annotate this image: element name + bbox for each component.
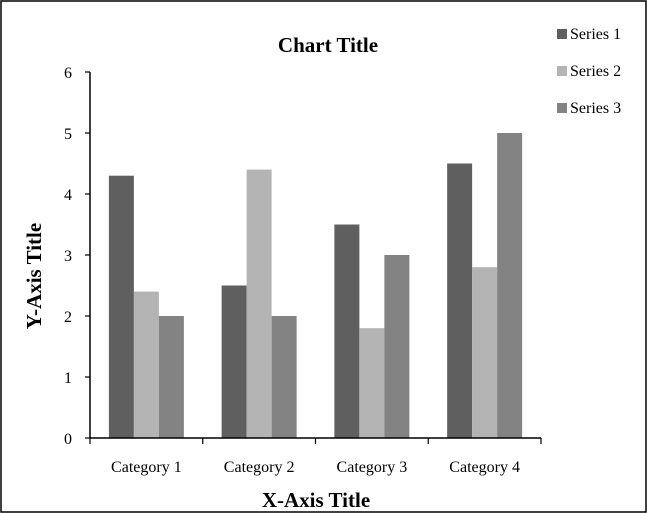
legend-swatch-series-2: [557, 66, 567, 76]
y-tick-label-1: 1: [64, 370, 72, 387]
bar-series-2-category-2: [246, 169, 272, 438]
bar-series-3-category-1: [158, 316, 184, 438]
bar-series-3-category-4: [497, 133, 523, 438]
bar-series-1-category-3: [334, 224, 360, 438]
x-tick-labels: Category 1 Category 2 Category 3 Category 4: [111, 459, 520, 476]
y-tick-labels: 0 1 2 3 4 5 6: [64, 65, 72, 448]
legend-label-series-2: Series 2: [570, 63, 621, 80]
bar-series-2-category-1: [133, 291, 159, 438]
chart-title: Chart Title: [278, 33, 378, 57]
legend-swatch-series-3: [557, 103, 567, 113]
axes-group: [85, 71, 542, 444]
legend-label-series-1: Series 1: [570, 26, 621, 43]
bar-series-1-category-2: [221, 285, 247, 438]
x-axis-title: X-Axis Title: [262, 488, 370, 512]
legend: Series 1 Series 2 Series 3: [557, 26, 621, 117]
x-tick-label-4: Category 4: [449, 459, 520, 476]
y-tick-label-0: 0: [64, 431, 72, 448]
legend-swatch-series-1: [557, 29, 567, 39]
y-tick-label-4: 4: [64, 187, 72, 204]
y-tick-label-2: 2: [64, 309, 72, 326]
bars-group: [108, 133, 523, 438]
bar-series-2-category-4: [472, 267, 498, 438]
bar-series-3-category-2: [271, 316, 297, 438]
legend-label-series-3: Series 3: [570, 100, 621, 117]
bar-series-1-category-4: [447, 163, 473, 438]
y-tick-label-3: 3: [64, 248, 72, 265]
x-tick-label-2: Category 2: [224, 459, 295, 476]
y-tick-label-5: 5: [64, 126, 72, 143]
y-tick-label-6: 6: [64, 65, 72, 82]
bar-series-3-category-3: [384, 255, 410, 438]
bar-series-2-category-3: [359, 328, 385, 438]
x-tick-label-3: Category 3: [337, 459, 408, 476]
bar-series-1-category-1: [108, 175, 134, 438]
y-axis-title: Y-Axis Title: [22, 223, 46, 329]
x-tick-label-1: Category 1: [111, 459, 182, 476]
